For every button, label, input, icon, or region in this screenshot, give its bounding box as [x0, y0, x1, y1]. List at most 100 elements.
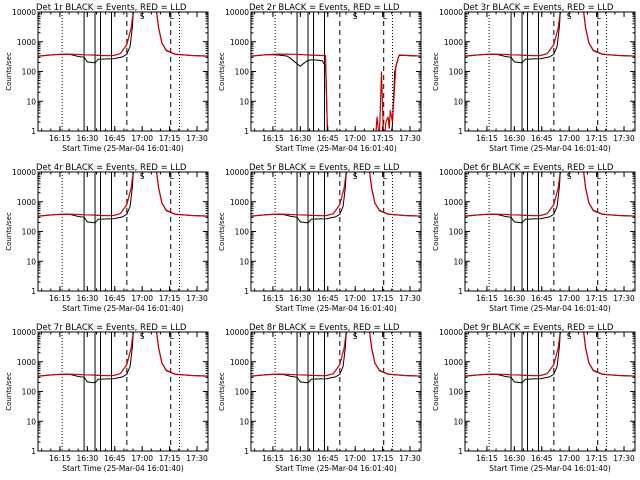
flag-label: L — [597, 172, 602, 181]
panel-det-2r: SL11010010001000016:1516:3016:4517:0017:… — [218, 3, 422, 153]
flag-label: L — [383, 12, 388, 21]
x-tick-label: 17:00 — [131, 454, 153, 463]
y-axis-label: Counts/sec — [218, 52, 226, 91]
flag-label: L — [170, 332, 175, 341]
plot-area — [38, 332, 208, 451]
y-axis-label: Counts/sec — [218, 372, 226, 411]
lld-series-line — [465, 172, 635, 217]
y-tick-label: 1000 — [230, 358, 249, 367]
x-tick-label: 17:30 — [399, 134, 421, 143]
y-axis-label: Counts/sec — [5, 212, 13, 251]
y-tick-label: 1 — [244, 287, 249, 296]
x-tick-label: 17:30 — [186, 294, 208, 303]
y-tick-label: 10 — [26, 257, 36, 266]
lld-series-line — [251, 332, 421, 377]
y-tick-label: 1 — [244, 447, 249, 456]
x-tick-label: 17:15 — [586, 294, 608, 303]
y-tick-label: 1 — [31, 287, 36, 296]
panel-det-8r: SL11010010001000016:1516:3016:4517:0017:… — [218, 323, 422, 473]
x-tick-label: 17:30 — [613, 134, 635, 143]
plot-area — [465, 332, 635, 451]
panel-title: Det 8r BLACK = Events, RED = LLD — [249, 323, 400, 333]
lld-series-line — [251, 172, 421, 217]
y-tick-label: 10 — [239, 97, 249, 106]
panel-title: Det 3r BLACK = Events, RED = LLD — [463, 3, 614, 13]
y-tick-label: 10000 — [225, 168, 249, 177]
plot-area — [251, 172, 421, 291]
x-axis-label: Start Time (25-Mar-04 16:01:40) — [275, 464, 397, 473]
x-tick-label: 16:15 — [476, 294, 498, 303]
x-tick-label: 17:30 — [613, 454, 635, 463]
x-tick-label: 16:15 — [49, 294, 71, 303]
y-tick-label: 10 — [239, 257, 249, 266]
lld-series-line — [38, 172, 208, 217]
x-tick-label: 16:45 — [317, 294, 339, 303]
plot-area — [465, 12, 635, 131]
x-tick-label: 17:15 — [159, 134, 181, 143]
x-tick-label: 17:00 — [558, 454, 580, 463]
x-tick-label: 17:00 — [344, 134, 366, 143]
lld-series-line — [38, 332, 208, 377]
y-tick-label: 1000 — [444, 358, 463, 367]
panel-det-5r: SL11010010001000016:1516:3016:4517:0017:… — [218, 163, 422, 313]
x-tick-label: 17:15 — [586, 134, 608, 143]
y-axis-label: Counts/sec — [432, 212, 440, 251]
x-tick-label: 16:45 — [531, 294, 553, 303]
y-tick-label: 10 — [453, 417, 463, 426]
y-tick-label: 10000 — [225, 8, 249, 17]
y-tick-label: 100 — [449, 68, 464, 77]
x-tick-label: 17:00 — [344, 454, 366, 463]
x-tick-label: 17:30 — [186, 454, 208, 463]
y-tick-label: 10 — [26, 97, 36, 106]
x-tick-label: 16:45 — [531, 134, 553, 143]
y-tick-label: 10 — [26, 417, 36, 426]
y-axis-label: Counts/sec — [5, 52, 13, 91]
y-tick-label: 1 — [458, 447, 463, 456]
x-tick-label: 16:45 — [104, 454, 126, 463]
y-tick-label: 10000 — [12, 168, 36, 177]
x-tick-label: 16:15 — [49, 134, 71, 143]
x-tick-label: 17:00 — [558, 134, 580, 143]
y-tick-label: 10 — [453, 97, 463, 106]
x-axis-label: Start Time (25-Mar-04 16:01:40) — [489, 144, 611, 153]
x-tick-label: 16:15 — [476, 134, 498, 143]
x-axis-label: Start Time (25-Mar-04 16:01:40) — [62, 144, 184, 153]
x-tick-label: 17:15 — [372, 454, 394, 463]
plot-area — [38, 172, 208, 291]
x-tick-label: 17:00 — [131, 134, 153, 143]
x-axis-label: Start Time (25-Mar-04 16:01:40) — [62, 304, 184, 313]
x-axis-label: Start Time (25-Mar-04 16:01:40) — [489, 464, 611, 473]
flag-label: L — [597, 332, 602, 341]
x-tick-label: 16:30 — [77, 134, 99, 143]
panel-det-6r: SL11010010001000016:1516:3016:4517:0017:… — [432, 163, 636, 313]
y-tick-label: 1000 — [17, 38, 36, 47]
x-tick-label: 16:30 — [290, 454, 312, 463]
x-tick-label: 17:15 — [372, 134, 394, 143]
panel-title: Det 1r BLACK = Events, RED = LLD — [36, 3, 187, 13]
y-axis-label: Counts/sec — [5, 372, 13, 411]
plot-area — [38, 12, 208, 131]
flag-label: L — [383, 332, 388, 341]
panels-grid: SL11010010001000016:1516:3016:4517:0017:… — [5, 3, 636, 473]
flag-label: L — [383, 172, 388, 181]
y-tick-label: 100 — [22, 68, 37, 77]
x-axis-label: Start Time (25-Mar-04 16:01:40) — [275, 304, 397, 313]
y-tick-label: 10000 — [225, 328, 249, 337]
x-tick-label: 17:30 — [399, 294, 421, 303]
x-tick-label: 17:15 — [372, 294, 394, 303]
panel-title: Det 5r BLACK = Events, RED = LLD — [249, 163, 400, 173]
y-tick-label: 1000 — [230, 38, 249, 47]
panel-det-3r: SL11010010001000016:1516:3016:4517:0017:… — [432, 3, 636, 153]
x-tick-label: 16:15 — [262, 294, 284, 303]
y-tick-label: 1 — [458, 127, 463, 136]
x-tick-label: 16:45 — [317, 454, 339, 463]
panel-title: Det 4r BLACK = Events, RED = LLD — [36, 163, 187, 173]
lld-series-line — [38, 12, 208, 57]
y-tick-label: 10000 — [439, 328, 463, 337]
x-tick-label: 16:15 — [49, 454, 71, 463]
x-tick-label: 17:00 — [131, 294, 153, 303]
y-axis-label: Counts/sec — [218, 212, 226, 251]
plot-area — [251, 332, 421, 451]
x-tick-label: 16:15 — [476, 454, 498, 463]
